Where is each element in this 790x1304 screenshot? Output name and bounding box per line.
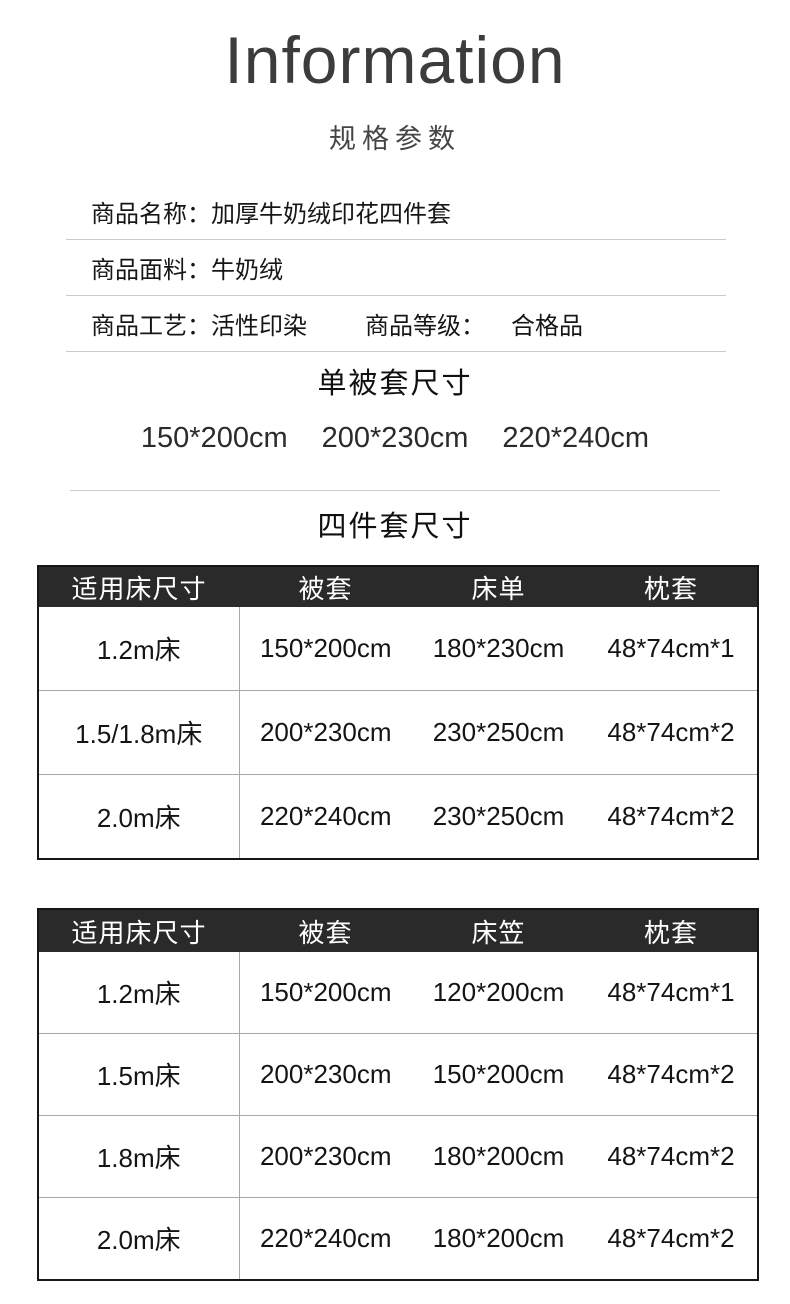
- table-cell: 220*240cm: [239, 1197, 412, 1280]
- table-cell: 1.2m床: [38, 952, 240, 1034]
- spec-row-craft-grade: 商品工艺： 活性印染 商品等级： 合格品: [66, 296, 726, 352]
- table-cell: 48*74cm*2: [585, 690, 758, 775]
- spec-label: 商品工艺：: [91, 313, 211, 340]
- spec-row-name: 商品名称： 加厚牛奶绒印花四件套: [66, 184, 726, 240]
- spec-label: 商品名称：: [91, 201, 211, 228]
- table-cell: 48*74cm*2: [585, 1115, 758, 1198]
- table-cell: 1.5/1.8m床: [38, 690, 240, 775]
- size-table-flat-sheet: 适用床尺寸 被套 床单 枕套 1.2m床 150*200cm 180*230cm…: [37, 565, 759, 860]
- table-cell: 48*74cm*1: [607, 633, 735, 663]
- table-header-row: 适用床尺寸 被套 床笠 枕套: [38, 909, 758, 952]
- column-header: 被套: [239, 909, 412, 952]
- table-cell: 120*200cm: [432, 977, 565, 1007]
- table-row: 2.0m床 220*240cm 230*250cm 48*74cm*2: [38, 774, 758, 859]
- table-cell: 180*200cm: [412, 1115, 585, 1198]
- table-cell: 1.8m床: [38, 1115, 240, 1198]
- table-row: 1.2m床 150*200cm 120*200cm 48*74cm*1: [38, 952, 758, 1034]
- table-cell: 150*200cm: [412, 1033, 585, 1116]
- table-cell: 2.0m床: [38, 774, 240, 859]
- product-specs: 商品名称： 加厚牛奶绒印花四件套 商品面料： 牛奶绒 商品工艺： 活性印染 商品等级：…: [66, 184, 726, 352]
- spec-label: 商品面料：: [91, 257, 211, 284]
- spec-value: 加厚牛奶绒印花四件套: [211, 201, 451, 228]
- table-cell: 230*250cm: [412, 774, 585, 859]
- duvet-size-option: 220*240cm: [502, 421, 650, 454]
- table-cell: 48*74cm*2: [585, 774, 758, 859]
- column-header: 床单: [412, 566, 585, 607]
- table-row: 1.2m床 150*200cm 180*230cm 48*74cm*1: [38, 607, 758, 691]
- table-cell: 48*74cm*1: [607, 977, 735, 1007]
- table-cell: 230*250cm: [412, 690, 585, 775]
- table-cell: 180*230cm: [432, 633, 565, 663]
- table-header-row: 适用床尺寸 被套 床单 枕套: [38, 566, 758, 607]
- table-cell: 150*200cm: [259, 633, 392, 663]
- table-cell: 180*200cm: [412, 1197, 585, 1280]
- spec-row-fabric: 商品面料： 牛奶绒: [66, 240, 726, 296]
- column-header: 被套: [239, 566, 412, 607]
- table-row: 1.8m床 200*230cm 180*200cm 48*74cm*2: [38, 1115, 758, 1198]
- spec-label: 商品等级：: [365, 313, 485, 340]
- table-row: 1.5/1.8m床 200*230cm 230*250cm 48*74cm*2: [38, 690, 758, 775]
- table-cell: 1.2m床: [38, 607, 240, 691]
- size-table-fitted-sheet: 适用床尺寸 被套 床笠 枕套 1.2m床 150*200cm 120*200cm…: [37, 908, 759, 1281]
- set-sizes-heading: 四件套尺寸: [317, 511, 473, 543]
- table-row: 2.0m床 220*240cm 180*200cm 48*74cm*2: [38, 1197, 758, 1280]
- column-header: 枕套: [585, 566, 758, 607]
- table-cell: 200*230cm: [239, 1033, 412, 1116]
- duvet-size-options: 150*200cm 200*230cm 220*240cm: [0, 418, 790, 458]
- table-cell: 220*240cm: [239, 774, 412, 859]
- duvet-sizes-heading: 单被套尺寸: [317, 368, 473, 400]
- page-subtitle: 规格参数: [329, 124, 461, 154]
- table-cell: 150*200cm: [259, 977, 392, 1007]
- spec-value: 活性印染: [211, 313, 307, 340]
- duvet-size-option: 150*200cm: [140, 421, 288, 454]
- spec-value: 合格品: [511, 313, 583, 340]
- table-cell: 48*74cm*2: [585, 1197, 758, 1280]
- spec-value: 牛奶绒: [211, 257, 283, 284]
- page-title: Information: [224, 23, 566, 97]
- duvet-size-option: 200*230cm: [321, 421, 469, 454]
- column-header: 床笠: [412, 909, 585, 952]
- table-cell: 48*74cm*2: [585, 1033, 758, 1116]
- column-header: 适用床尺寸: [38, 909, 239, 952]
- section-divider: [70, 490, 720, 491]
- table-cell: 200*230cm: [239, 690, 412, 775]
- table-cell: 1.5m床: [38, 1033, 240, 1116]
- column-header: 适用床尺寸: [38, 566, 239, 607]
- table-cell: 2.0m床: [38, 1197, 240, 1280]
- table-cell: 200*230cm: [239, 1115, 412, 1198]
- table-row: 1.5m床 200*230cm 150*200cm 48*74cm*2: [38, 1033, 758, 1116]
- column-header: 枕套: [585, 909, 758, 952]
